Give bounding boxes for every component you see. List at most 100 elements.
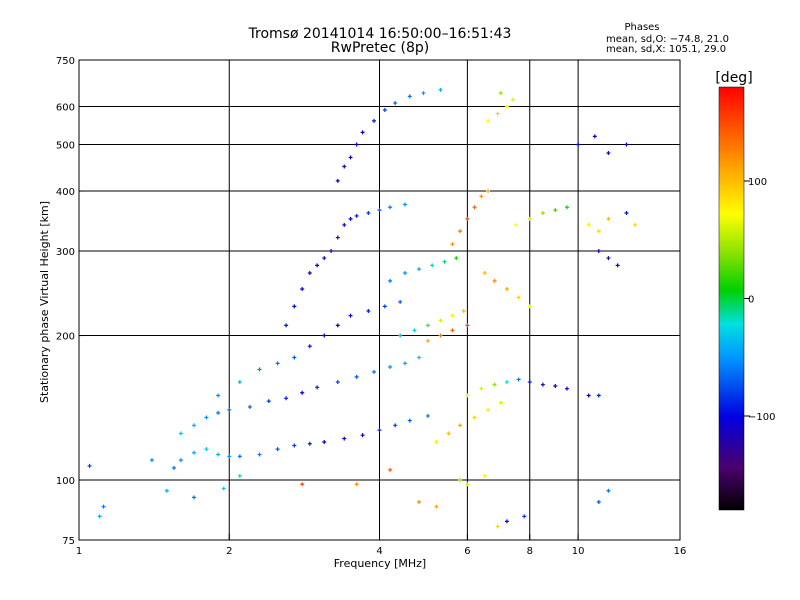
data-point xyxy=(377,428,382,433)
data-point xyxy=(438,333,443,338)
data-point xyxy=(221,486,226,491)
data-point xyxy=(315,263,320,268)
data-point xyxy=(450,313,455,318)
data-point xyxy=(504,287,509,292)
y-axis-ticks: 75 100 200 300 400 500 600 750 xyxy=(56,56,85,547)
data-point xyxy=(322,440,327,445)
data-point xyxy=(596,499,601,504)
colorbar-tick-label: 100 xyxy=(748,177,767,188)
data-point xyxy=(486,118,491,123)
data-point xyxy=(586,393,591,398)
data-point xyxy=(87,463,92,468)
chart-title: Tromsø 20141014 16:50:00–16:51:43 xyxy=(248,26,512,42)
data-point xyxy=(540,382,545,387)
data-point xyxy=(403,361,408,366)
data-point xyxy=(450,328,455,333)
data-point xyxy=(527,304,532,309)
data-point xyxy=(266,399,271,404)
data-point xyxy=(164,488,169,493)
y-tick-label: 400 xyxy=(56,187,75,198)
data-point xyxy=(300,390,305,395)
data-point xyxy=(101,504,106,509)
data-point xyxy=(348,216,353,221)
data-point xyxy=(592,134,597,139)
data-point xyxy=(516,377,521,382)
data-point xyxy=(393,101,398,106)
x-tick-label: 16 xyxy=(674,546,687,557)
data-point xyxy=(237,380,242,385)
y-tick-label: 75 xyxy=(62,536,75,547)
data-point xyxy=(495,111,500,116)
data-point xyxy=(342,222,347,227)
data-point xyxy=(565,205,570,210)
data-point xyxy=(522,514,527,519)
data-point xyxy=(504,519,509,524)
data-point xyxy=(398,299,403,304)
data-point xyxy=(576,142,581,147)
data-point xyxy=(388,364,393,369)
colorbar-tick-label: −100 xyxy=(748,412,775,423)
data-point xyxy=(461,308,466,313)
data-point xyxy=(465,393,470,398)
data-point xyxy=(372,369,377,374)
data-point xyxy=(257,367,262,372)
data-point xyxy=(498,400,503,405)
data-point xyxy=(407,94,412,99)
data-point xyxy=(275,361,280,366)
data-point xyxy=(479,386,484,391)
data-point xyxy=(565,386,570,391)
data-point xyxy=(417,355,422,360)
data-point xyxy=(586,222,591,227)
data-point xyxy=(606,488,611,493)
data-point xyxy=(322,256,327,261)
data-point xyxy=(465,323,470,328)
data-point xyxy=(292,304,297,309)
data-point xyxy=(596,393,601,398)
data-point xyxy=(247,404,252,409)
data-point xyxy=(348,155,353,160)
data-point xyxy=(412,328,417,333)
data-point xyxy=(335,235,340,240)
y-tick-label: 100 xyxy=(56,476,75,487)
grid-lines xyxy=(79,60,680,540)
data-point xyxy=(596,249,601,254)
data-point xyxy=(472,205,477,210)
data-point xyxy=(495,524,500,529)
data-point xyxy=(632,222,637,227)
data-point xyxy=(382,108,387,113)
data-point xyxy=(446,431,451,436)
colorbar-gradient xyxy=(718,86,745,511)
data-point xyxy=(292,355,297,360)
x-axis-label: Frequency [MHz] xyxy=(334,557,426,570)
data-point xyxy=(329,249,334,254)
data-point xyxy=(192,495,197,500)
data-point xyxy=(438,318,443,323)
y-tick-label: 500 xyxy=(56,141,75,152)
data-point xyxy=(458,229,463,234)
data-point xyxy=(360,130,365,135)
y-tick-label: 200 xyxy=(56,332,75,343)
phase-annotation-line1: mean, sd,O: −74.8, 21.0 xyxy=(606,34,729,45)
colorbar-label: [deg] xyxy=(715,70,752,86)
data-point xyxy=(322,333,327,338)
y-tick-label: 750 xyxy=(56,56,75,67)
data-point xyxy=(292,443,297,448)
colorbar: [deg] 100 0 −100 xyxy=(715,70,775,511)
data-point xyxy=(366,211,371,216)
data-point xyxy=(434,440,439,445)
data-point xyxy=(366,308,371,313)
data-point xyxy=(354,213,359,218)
data-point xyxy=(458,478,463,483)
data-point xyxy=(504,104,509,109)
data-point xyxy=(227,407,232,412)
data-point xyxy=(237,454,242,459)
data-point xyxy=(482,473,487,478)
data-point xyxy=(606,151,611,156)
data-point xyxy=(417,499,422,504)
data-point xyxy=(417,267,422,272)
data-point xyxy=(237,473,242,478)
colorbar-ticks: 100 0 −100 xyxy=(744,177,775,423)
data-point xyxy=(624,211,629,216)
phase-annotation-heading: Phases xyxy=(624,22,659,33)
